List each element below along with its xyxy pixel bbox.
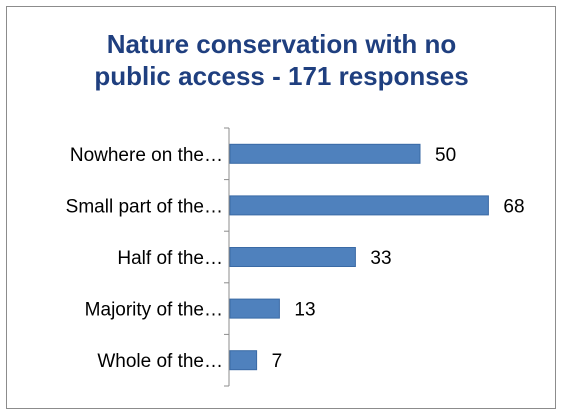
- data-label: 13: [294, 300, 315, 321]
- bar: [229, 298, 280, 319]
- chart-title: Nature conservation with no public acces…: [0, 28, 563, 92]
- data-label: 68: [503, 196, 524, 217]
- bar: [229, 143, 421, 164]
- category-label: Half of the…: [117, 248, 223, 269]
- data-label: 7: [272, 351, 283, 372]
- data-label: 50: [435, 145, 456, 166]
- bars-layer: Nowhere on the… 50 Small part of the… 68 Hal…: [66, 127, 525, 387]
- data-label: 33: [370, 248, 391, 269]
- bar: [229, 195, 489, 216]
- category-label: Nowhere on the…: [70, 145, 223, 166]
- category-label: Majority of the…: [85, 300, 223, 321]
- bar: [229, 247, 356, 267]
- category-label: Small part of the…: [66, 196, 223, 217]
- category-label: Whole of the…: [97, 351, 223, 372]
- chart-title-line-2: public access - 171 responses: [94, 61, 469, 91]
- chart-title-line-1: Nature conservation with no: [106, 29, 457, 59]
- bar: [229, 350, 258, 371]
